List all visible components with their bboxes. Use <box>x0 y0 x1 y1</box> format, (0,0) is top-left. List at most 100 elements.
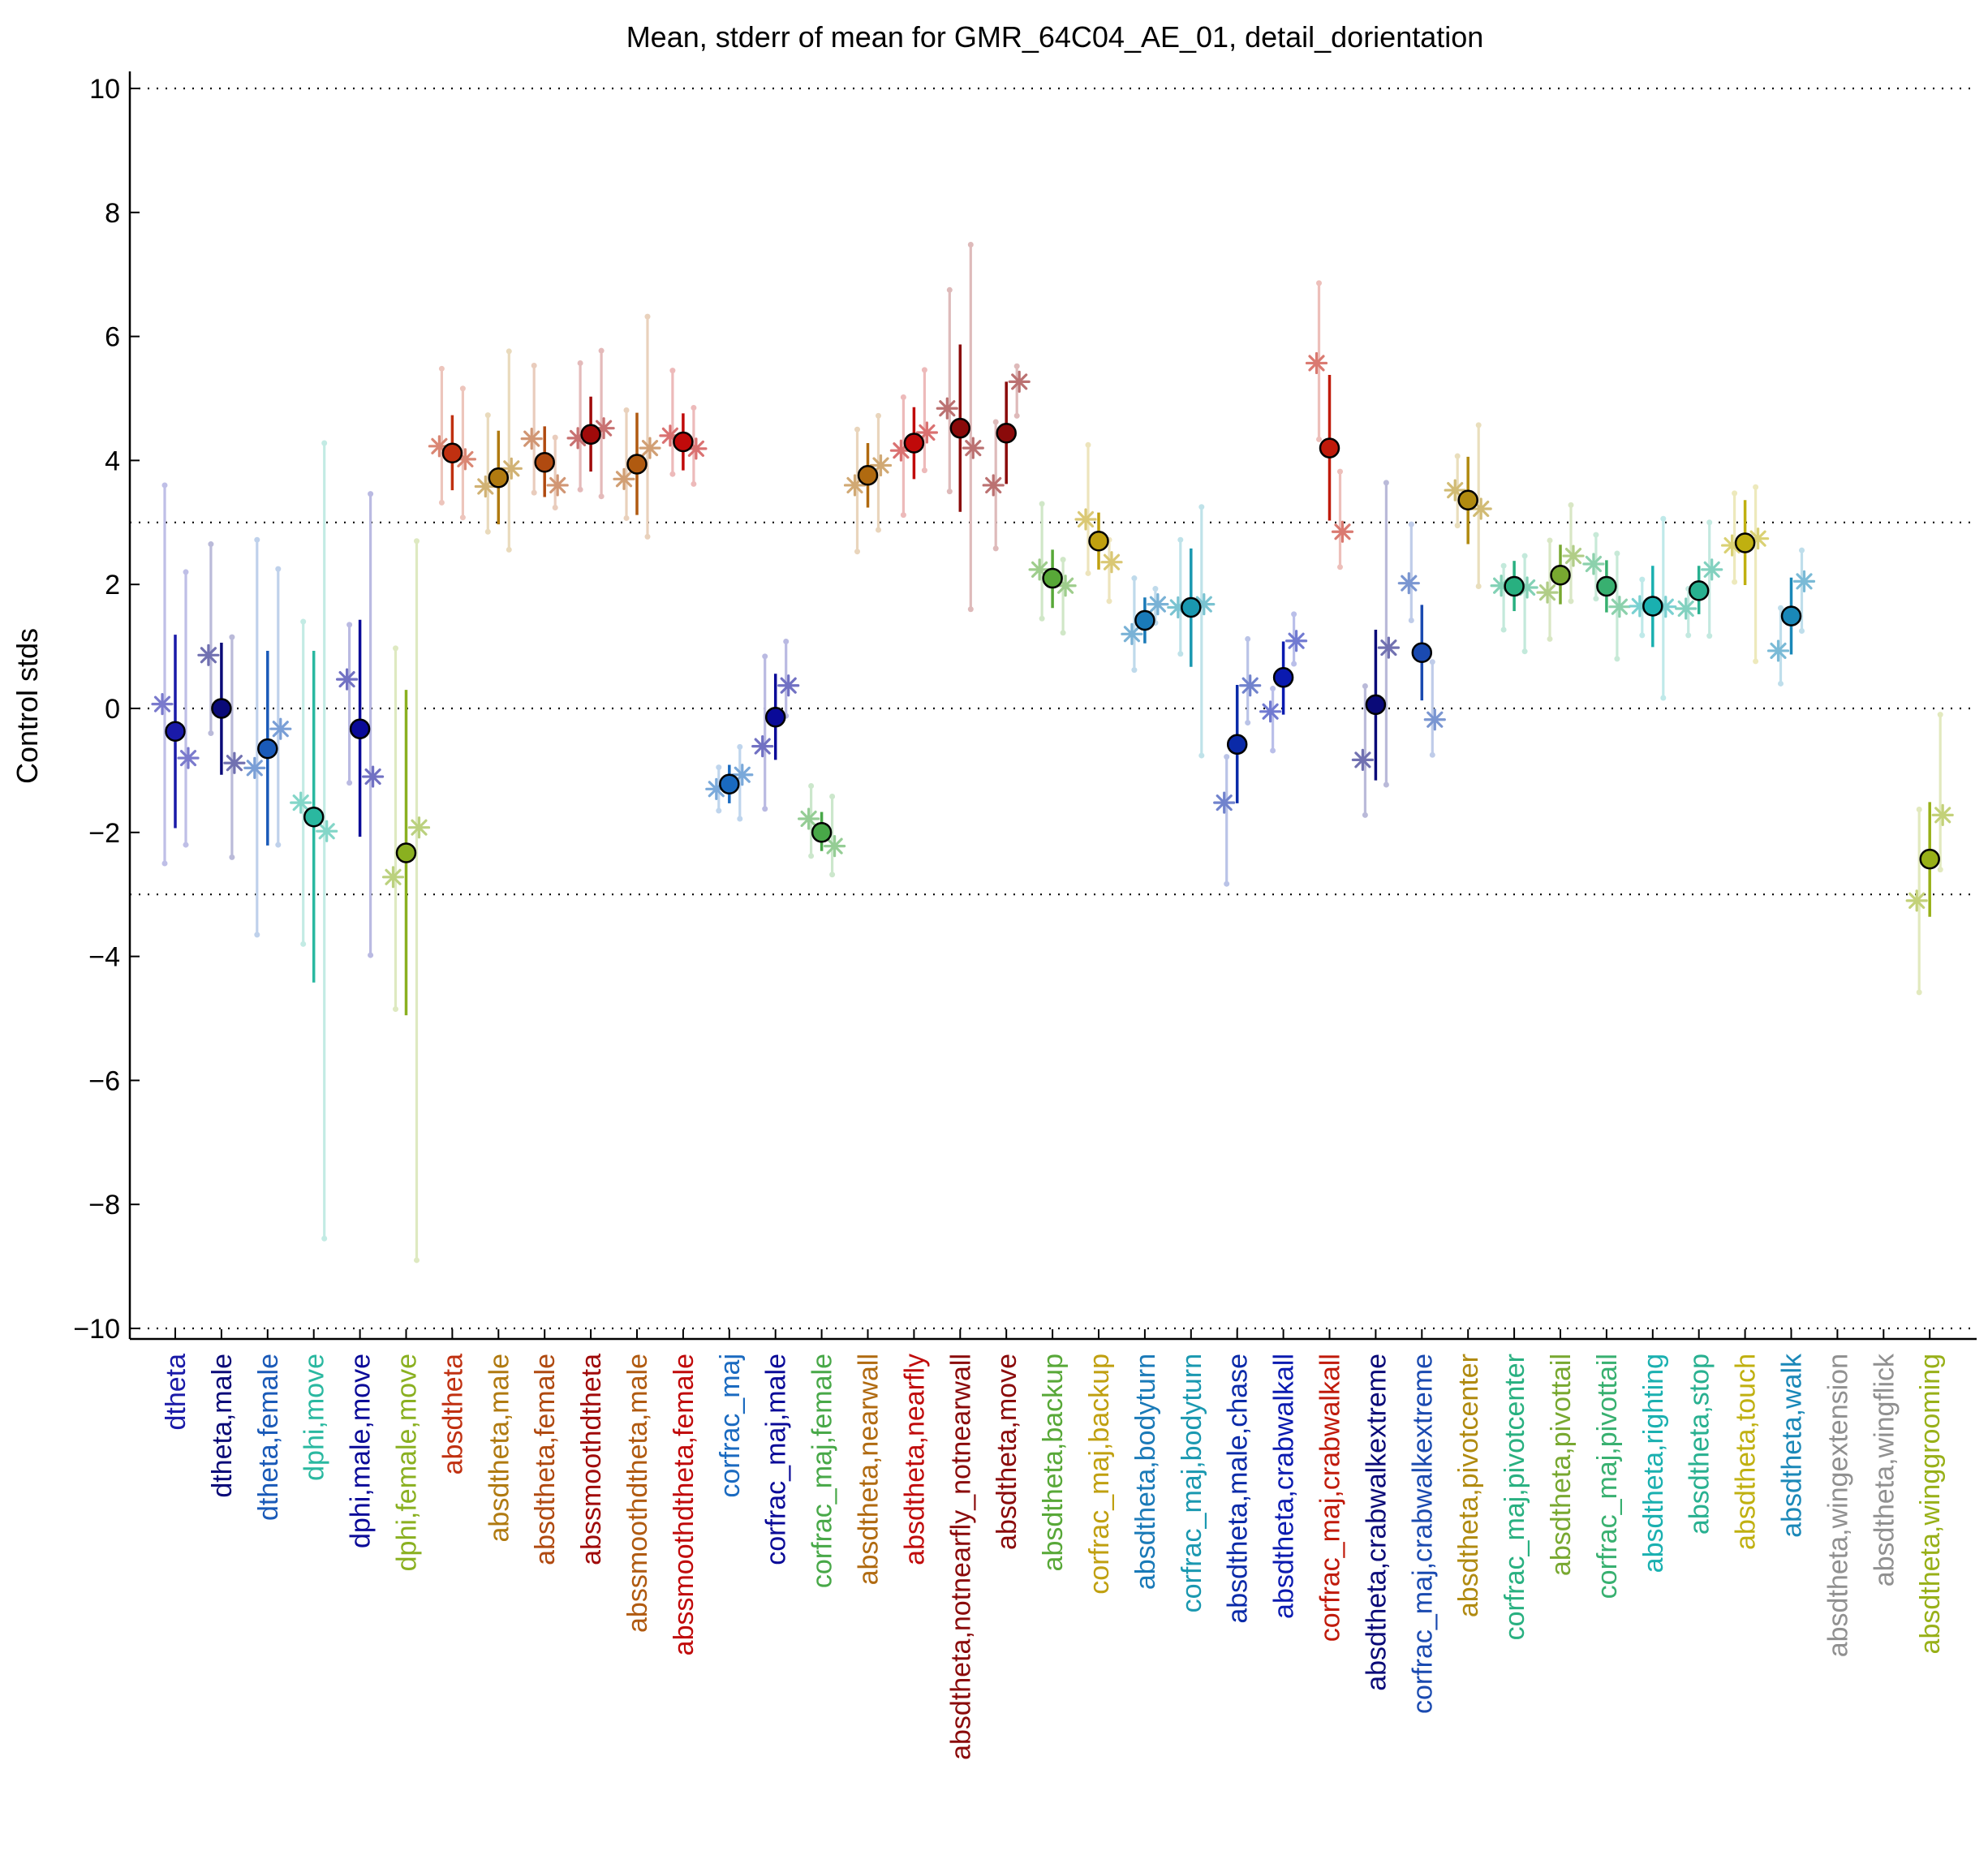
sub-mean-stroke <box>1216 794 1233 811</box>
sub-mean-stroke <box>549 476 566 494</box>
y-tick-label: 0 <box>105 694 120 725</box>
sub-range-end <box>161 482 168 489</box>
mean-marker <box>349 718 371 739</box>
sub-mean-stroke <box>1288 632 1305 649</box>
sub-range-end <box>1500 626 1507 633</box>
sub-range-end <box>1408 618 1414 624</box>
sub-mean-stroke <box>153 695 171 712</box>
mean-marker <box>811 822 833 843</box>
sub-range-end <box>691 404 697 411</box>
sub-mean-stroke <box>1077 510 1095 528</box>
mean-marker <box>1457 489 1478 511</box>
sub-mean-stroke <box>200 647 217 664</box>
sub-mean-stroke <box>385 868 402 885</box>
sub-range-end <box>1547 537 1553 544</box>
sub-mean-stroke <box>1011 373 1028 390</box>
y-tick-label: −4 <box>88 942 120 973</box>
x-tick-label: absdtheta,nearfly <box>899 1354 930 1565</box>
sub-range-end <box>229 634 235 640</box>
sub-range-end <box>1521 553 1528 559</box>
sub-mean-marker <box>1213 791 1236 814</box>
sub-range-end <box>716 764 722 771</box>
x-tick-label: absdtheta,crabwalkall <box>1269 1354 1300 1619</box>
sub-mean-stroke <box>1703 561 1720 578</box>
sub-range-end <box>1660 695 1667 701</box>
sub-mean-marker <box>1121 622 1143 645</box>
sub-range-end <box>946 489 953 495</box>
sub-range-end <box>1429 659 1435 665</box>
plot-area: 10 8 6 4 2 0 −2 −4 −6 −8 −10 dtheta dtheta,male dthet… <box>73 71 1977 1760</box>
sub-range-end <box>829 793 836 799</box>
sub-range-end <box>992 419 999 425</box>
sub-range-end <box>1753 484 1759 490</box>
sub-mean-marker <box>1608 596 1631 618</box>
sub-mean-marker <box>1701 558 1723 581</box>
sub-mean-stroke <box>338 671 355 688</box>
sub-range-end <box>300 941 307 947</box>
sub-range-end <box>1362 682 1368 689</box>
sub-mean-stroke <box>1770 642 1787 660</box>
sub-range-end <box>1521 648 1528 655</box>
y-tick-label: 8 <box>105 198 120 229</box>
sub-mean-stroke <box>1401 575 1418 592</box>
sub-range-end <box>1778 680 1784 687</box>
sub-mean-stroke <box>1447 481 1464 499</box>
sub-range-end <box>1732 579 1738 585</box>
sub-mean-marker <box>1766 639 1790 662</box>
sub-mean-stroke <box>826 837 843 855</box>
sub-range-end <box>1732 490 1738 497</box>
mean-marker <box>165 721 186 743</box>
sub-range-end <box>623 407 630 414</box>
mean-marker <box>1780 605 1802 626</box>
sub-range-end <box>346 622 353 628</box>
sub-range-end <box>1060 630 1066 636</box>
x-tick-label: absdtheta,male,chase <box>1223 1354 1254 1624</box>
x-tick-label: absdtheta,stop <box>1685 1354 1715 1535</box>
sub-range-end <box>552 434 558 441</box>
sub-mean-marker <box>1074 508 1097 531</box>
x-tick-label: dtheta,male <box>207 1354 238 1498</box>
sub-mean-stroke <box>1308 355 1325 372</box>
x-tick-label: corfrac_maj,pivotcenter <box>1500 1354 1530 1640</box>
sub-mean-stroke <box>411 819 428 836</box>
sub-range-end <box>669 368 676 374</box>
sub-mean-marker <box>797 807 820 830</box>
mean-marker <box>1642 596 1663 617</box>
sub-range-end <box>1937 867 1943 873</box>
sub-range-end <box>1085 570 1091 576</box>
sub-mean-marker <box>936 397 958 420</box>
sub-mean-marker <box>1008 370 1031 393</box>
sub-range-end <box>484 528 491 535</box>
sub-mean-marker <box>407 816 431 839</box>
y-axis-label: Control stds <box>11 628 44 784</box>
sub-range-end <box>946 286 953 293</box>
x-tick-label: dphi,move <box>299 1354 330 1481</box>
sub-range-end <box>1593 596 1599 602</box>
sub-mean-marker <box>823 835 846 858</box>
sub-mean-stroke <box>292 794 309 811</box>
sub-range-end <box>275 842 282 848</box>
x-tick-label: corfrac_maj,crabwalkextreme <box>1407 1354 1438 1714</box>
mean-marker <box>1365 694 1387 716</box>
sub-range-end <box>1916 989 1922 996</box>
x-tick-label: absdtheta,touch <box>1731 1354 1762 1550</box>
sub-mean-marker <box>197 644 220 666</box>
sub-mean-stroke <box>1908 892 1926 909</box>
x-tick-label: corfrac_maj,bodyturn <box>1177 1354 1207 1612</box>
sub-range-end <box>737 816 743 822</box>
sub-range-end <box>393 645 398 652</box>
sub-mean-stroke <box>965 440 982 457</box>
sub-range-end <box>484 412 491 419</box>
sub-range-end <box>1454 453 1461 459</box>
sub-range-end <box>393 1006 398 1013</box>
sub-range-end <box>854 426 860 433</box>
y-tick-label: −10 <box>73 1314 120 1345</box>
sub-range-end <box>854 549 860 555</box>
sub-mean-marker <box>1675 597 1698 620</box>
sub-range-end <box>1639 576 1646 583</box>
sub-range-end <box>1799 547 1805 553</box>
sub-range-end <box>1013 363 1020 369</box>
sub-range-end <box>1475 583 1482 589</box>
